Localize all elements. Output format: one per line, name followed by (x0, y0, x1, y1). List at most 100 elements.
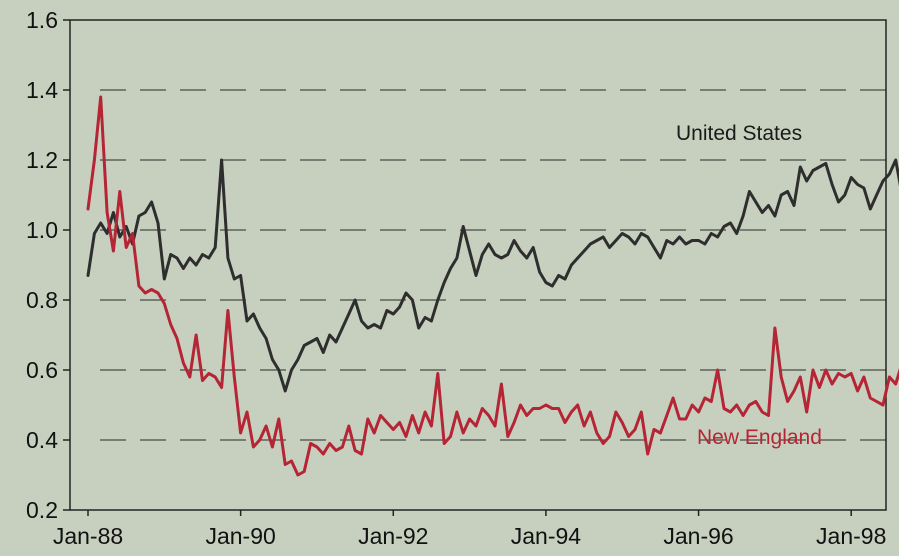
data-point-new-england (792, 389, 796, 393)
data-point-new-england (640, 410, 643, 414)
data-point-new-england (290, 459, 293, 463)
y-tick-label: 0.2 (26, 497, 58, 523)
data-point-new-england (830, 382, 834, 386)
data-point-united-states (538, 270, 541, 274)
data-point-new-england (455, 410, 459, 414)
data-point-united-states (570, 263, 573, 267)
data-point-united-states (233, 277, 236, 281)
data-point-new-england (843, 375, 846, 379)
data-point-new-england (150, 288, 153, 291)
data-point-united-states (118, 235, 122, 239)
data-point-new-england (493, 424, 497, 428)
series-label-united-states: United States (676, 122, 802, 145)
data-point-united-states (220, 158, 223, 162)
data-point-united-states (576, 256, 579, 260)
data-point-united-states (512, 239, 516, 242)
data-point-united-states (284, 389, 287, 393)
data-point-new-england (837, 372, 840, 375)
data-point-new-england (277, 417, 280, 421)
data-point-united-states (226, 256, 230, 260)
data-point-united-states (869, 207, 872, 211)
data-point-new-england (722, 407, 726, 410)
data-point-united-states (551, 284, 554, 288)
x-tick-label: Jan-96 (663, 523, 733, 549)
data-point-new-england (633, 428, 637, 431)
data-point-new-england (659, 431, 662, 435)
series-united-states (86, 158, 899, 393)
data-point-new-england (296, 473, 300, 477)
data-point-united-states (86, 274, 90, 277)
series-label-new-england: New England (697, 426, 822, 449)
x-axis: Jan-88Jan-90Jan-92Jan-94Jan-96Jan-98Jan-… (53, 510, 886, 549)
y-tick-label: 1.2 (26, 147, 58, 173)
data-point-new-england (360, 452, 363, 456)
data-point-united-states (169, 253, 172, 256)
data-point-united-states (602, 235, 605, 239)
data-point-new-england (767, 414, 770, 417)
data-point-new-england (773, 326, 777, 330)
data-point-new-england (99, 95, 102, 99)
data-point-united-states (811, 169, 815, 172)
data-point-new-england (678, 417, 681, 421)
data-point-new-england (761, 410, 764, 414)
data-point-new-england (850, 372, 853, 375)
data-point-united-states (194, 263, 198, 267)
data-point-united-states (850, 176, 853, 179)
data-point-new-england (582, 424, 586, 428)
data-point-new-england (328, 442, 331, 445)
y-tick-label: 1.0 (26, 217, 58, 243)
data-point-new-england (703, 396, 707, 400)
data-point-united-states (309, 340, 312, 344)
data-point-new-england (487, 414, 490, 417)
data-point-united-states (786, 190, 789, 193)
y-tick-label: 1.4 (26, 77, 58, 103)
data-point-united-states (703, 242, 707, 246)
data-point-new-england (602, 442, 605, 445)
data-point-new-england (811, 368, 815, 372)
data-point-united-states (722, 225, 726, 228)
data-point-new-england (379, 414, 382, 417)
data-point-new-england (474, 424, 478, 428)
series-line-new-england (86, 95, 899, 477)
data-point-united-states (621, 232, 624, 235)
data-point-united-states (462, 225, 465, 228)
data-point-new-england (175, 337, 179, 340)
data-point-united-states (303, 344, 306, 347)
data-point-united-states (500, 256, 503, 260)
data-point-new-england (786, 400, 789, 403)
data-point-united-states (805, 179, 808, 183)
data-point-united-states (862, 186, 866, 190)
data-point-new-england (239, 431, 242, 435)
data-point-new-england (112, 249, 115, 253)
data-point-new-england (512, 421, 516, 424)
data-point-new-england (264, 424, 268, 428)
data-point-united-states (589, 242, 592, 246)
data-point-united-states (773, 214, 777, 218)
series-new-england (86, 95, 899, 477)
data-point-new-england (303, 470, 306, 473)
data-point-united-states (334, 340, 338, 344)
data-point-united-states (373, 323, 376, 326)
data-point-new-england (875, 400, 878, 403)
data-point-united-states (417, 326, 420, 330)
data-point-united-states (697, 239, 700, 242)
data-point-united-states (608, 246, 611, 249)
data-point-united-states (315, 337, 319, 340)
data-point-united-states (818, 165, 821, 169)
data-point-new-england (862, 375, 866, 379)
data-point-new-england (563, 421, 567, 424)
data-point-new-england (156, 291, 160, 295)
data-point-new-england (194, 333, 198, 337)
data-point-united-states (474, 274, 478, 277)
y-tick-label: 0.6 (26, 357, 58, 383)
data-point-united-states (659, 256, 662, 260)
data-point-united-states (481, 253, 484, 256)
data-point-new-england (353, 449, 357, 452)
data-point-new-england (449, 435, 452, 438)
data-point-united-states (875, 193, 878, 197)
data-point-united-states (99, 221, 102, 225)
data-point-united-states (894, 158, 897, 162)
data-point-new-england (182, 361, 185, 365)
data-point-united-states (519, 249, 522, 253)
data-point-new-england (430, 424, 433, 428)
